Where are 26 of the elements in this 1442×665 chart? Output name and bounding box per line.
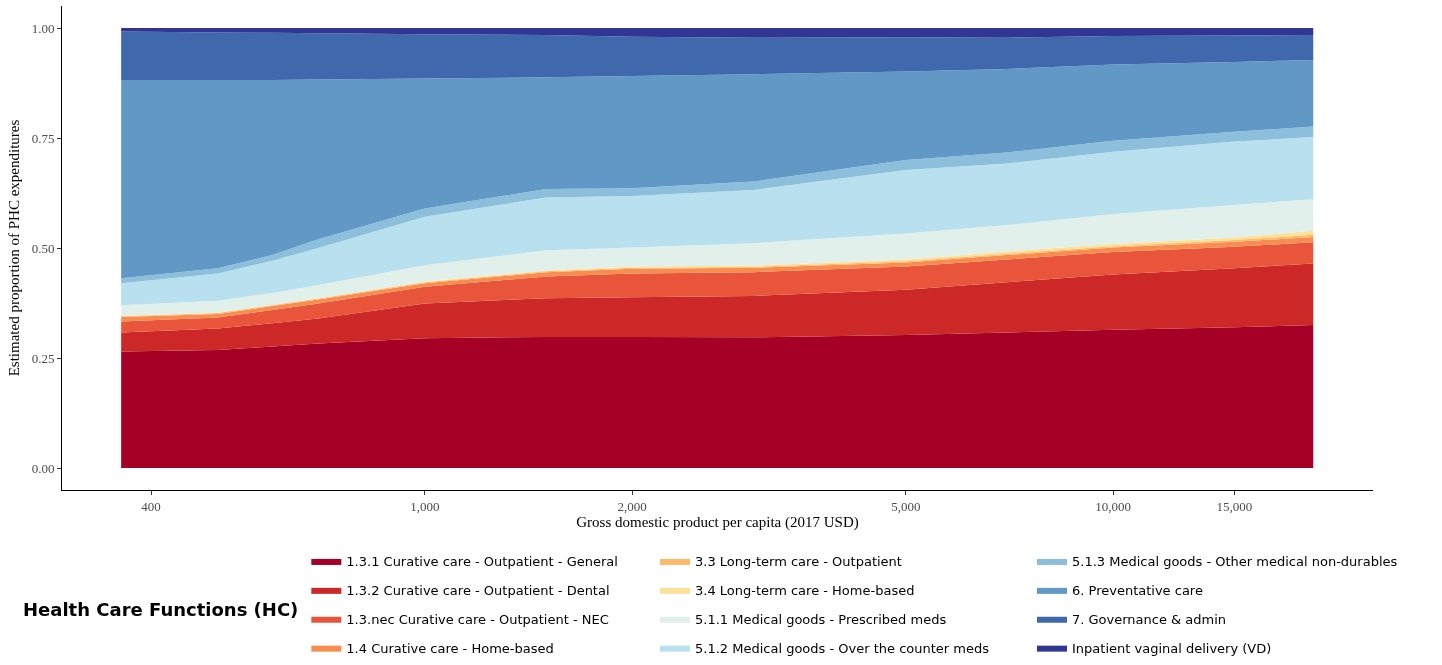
legend-label: 5.1.3 Medical goods - Other medical non-durables [1072, 554, 1398, 570]
y-tick-label: 1.00 [31, 20, 55, 36]
legend-label: 7. Governance & admin [1072, 611, 1227, 627]
legend-label: 5.1.2 Medical goods - Over the counter meds [695, 640, 990, 656]
legend-label: Inpatient vaginal delivery (VD) [1072, 640, 1272, 656]
legend-label: 1.3.2 Curative care - Outpatient - Dental [346, 582, 610, 598]
legend-label: 3.4 Long-term care - Home-based [695, 582, 915, 598]
y-tick-label: 0.25 [31, 350, 55, 366]
legend-label: 1.3.nec Curative care - Outpatient - NEC [346, 611, 609, 627]
x-tick-label: 10,000 [1095, 498, 1132, 514]
x-tick-label: 400 [141, 498, 161, 514]
legend-label: 3.3 Long-term care - Outpatient [695, 554, 902, 570]
y-axis-title: Estimated proportion of PHC expenditures [5, 119, 22, 377]
x-tick-label: 1,000 [410, 498, 440, 514]
legend-label: 5.1.1 Medical goods - Prescribed meds [695, 611, 947, 627]
legend-label: 1.4 Curative care - Home-based [346, 640, 554, 656]
x-tick-label: 15,000 [1216, 498, 1253, 514]
x-axis-title: Gross domestic product per capita (2017 USD) [576, 513, 859, 531]
legend-label: 1.3.1 Curative care - Outpatient - General [346, 554, 618, 570]
x-tick-label: 5,000 [891, 498, 921, 514]
y-tick-label: 0.50 [31, 240, 55, 256]
legend-title: Health Care Functions (HC) [23, 599, 299, 621]
y-tick-label: 0.75 [31, 130, 55, 146]
y-tick-label: 0.00 [31, 460, 55, 476]
legend-label: 6. Preventative care [1072, 582, 1203, 598]
x-tick-label: 2,000 [617, 498, 647, 514]
